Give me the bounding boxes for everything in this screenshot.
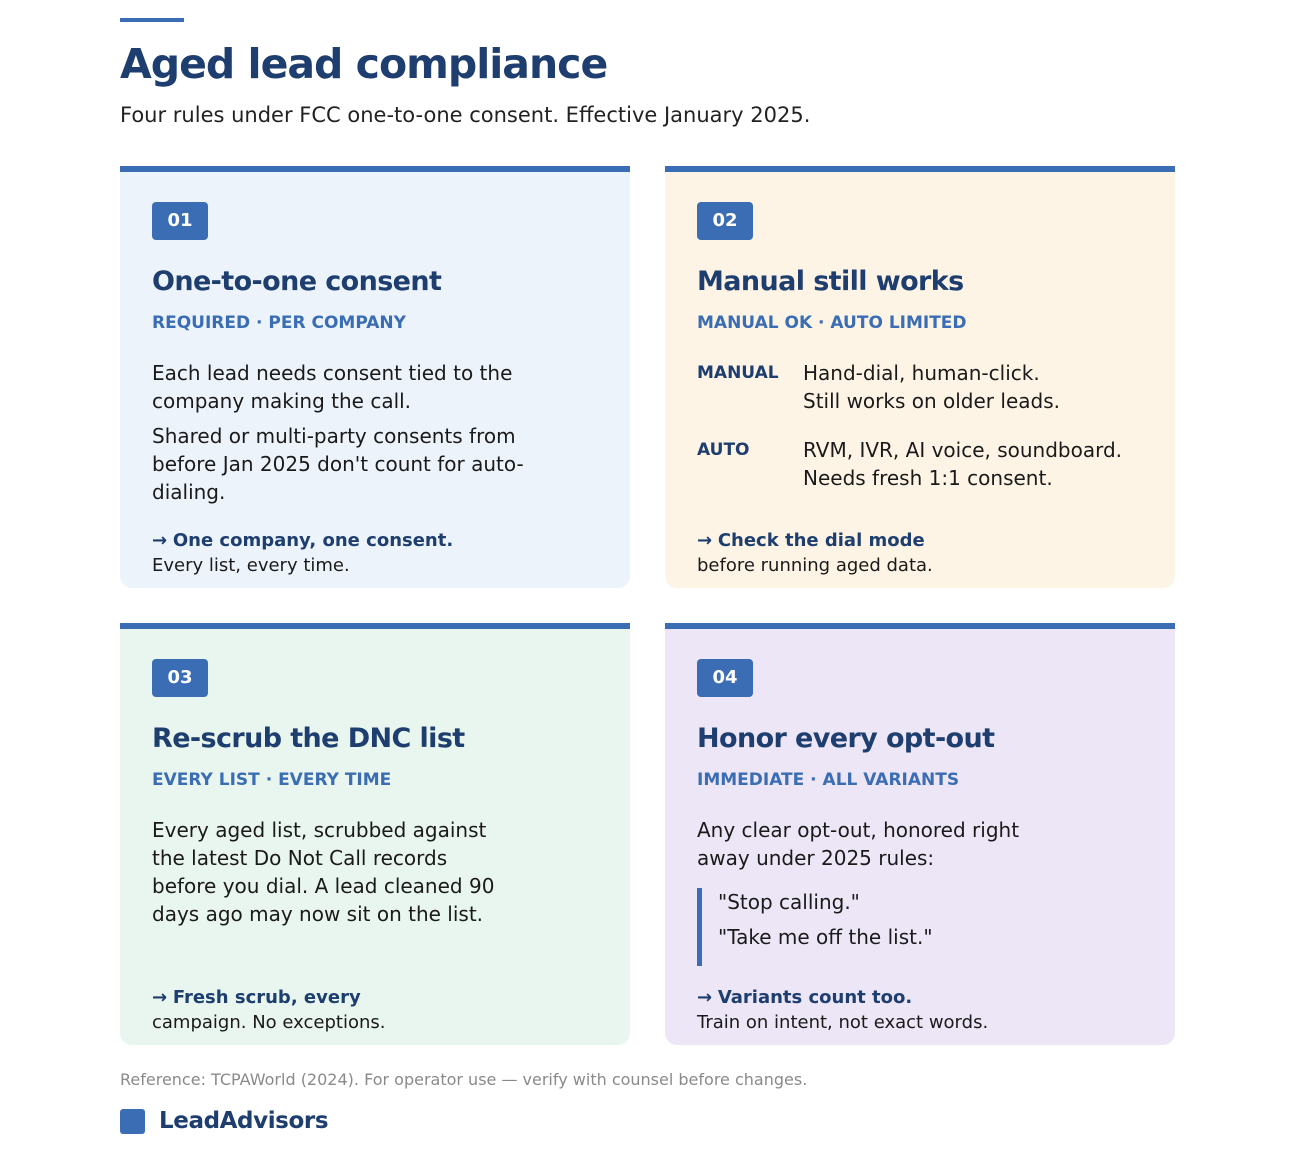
takeaway-text: before running aged data. [697, 555, 933, 576]
rule-number-badge: 01 [152, 202, 208, 240]
arrow-right-icon: → [152, 987, 168, 1008]
opt-out-quote: "Take me off the list." [718, 925, 933, 949]
rule-takeaway: → Fresh scrub, every campaign. No except… [152, 985, 385, 1035]
rule-card-4: 04 Honor every opt-out IMMEDIATE · ALL V… [665, 623, 1175, 1045]
dial-mode-line: Still works on older leads. [803, 389, 1060, 413]
takeaway-text: Train on intent, not exact words. [697, 1012, 989, 1033]
rule-takeaway: → Check the dial mode before running age… [697, 528, 933, 578]
takeaway-text: campaign. No exceptions. [152, 1012, 386, 1033]
opt-out-quote: "Stop calling." [718, 890, 860, 914]
rule-title: One-to-one consent [152, 266, 442, 297]
dial-mode-label: AUTO [697, 440, 750, 460]
rule-title: Honor every opt-out [697, 723, 995, 754]
rule-takeaway: → Variants count too. Train on intent, n… [697, 985, 988, 1035]
rule-number-badge: 02 [697, 202, 753, 240]
rule-tag: MANUAL OK · AUTO LIMITED [697, 313, 967, 333]
rule-paragraph: Any clear opt-out, honored right away un… [697, 818, 1020, 870]
brand-logo-icon [120, 1108, 145, 1134]
takeaway-headline: Fresh scrub, every [172, 987, 361, 1008]
dial-mode-label: MANUAL [697, 363, 779, 383]
dial-mode-row-auto: AUTO RVM, IVR, AI voice, soundboard. Nee… [697, 436, 1143, 492]
dial-mode-description: Hand-dial, human-click. Still works on o… [803, 359, 1060, 415]
rule-card-3: 03 Re-scrub the DNC list EVERY LIST · EV… [120, 623, 630, 1045]
arrow-right-icon: → [152, 530, 168, 551]
dial-mode-line: RVM, IVR, AI voice, soundboard. [803, 438, 1123, 462]
dial-mode-line: Needs fresh 1:1 consent. [803, 466, 1053, 490]
brand-name: LeadAdvisors [159, 1108, 329, 1134]
takeaway-headline: Variants count too. [717, 987, 913, 1008]
rule-paragraph: Each lead needs consent tied to the comp… [152, 361, 513, 413]
opt-out-quotes: "Stop calling." "Take me off the list." [697, 888, 1143, 966]
rule-card-1: 01 One-to-one consent REQUIRED · PER COM… [120, 166, 630, 588]
rule-takeaway: → One company, one consent. Every list, … [152, 528, 453, 578]
dial-mode-row-manual: MANUAL Hand-dial, human-click. Still wor… [697, 359, 1143, 415]
arrow-right-icon: → [697, 987, 713, 1008]
rule-paragraph: Every aged list, scrubbed against the la… [152, 818, 495, 926]
rule-tag: IMMEDIATE · ALL VARIANTS [697, 770, 960, 790]
takeaway-headline: Check the dial mode [717, 530, 925, 551]
rule-card-2: 02 Manual still works MANUAL OK · AUTO L… [665, 166, 1175, 588]
takeaway-text: Every list, every time. [152, 555, 350, 576]
rule-tag: REQUIRED · PER COMPANY [152, 313, 406, 333]
rule-title: Re-scrub the DNC list [152, 723, 465, 754]
page-subtitle: Four rules under FCC one-to-one consent.… [120, 103, 811, 127]
rule-number-badge: 04 [697, 659, 753, 697]
page-title: Aged lead compliance [120, 40, 608, 88]
dial-mode-line: Hand-dial, human-click. [803, 361, 1040, 385]
reference-note: Reference: TCPAWorld (2024). For operato… [120, 1070, 808, 1089]
arrow-right-icon: → [697, 530, 713, 551]
header-accent-bar [120, 18, 184, 22]
brand: LeadAdvisors [120, 1108, 329, 1134]
rule-title: Manual still works [697, 266, 964, 297]
rule-paragraph: Shared or multi-party consents from befo… [152, 424, 524, 504]
dial-mode-description: RVM, IVR, AI voice, soundboard. Needs fr… [803, 436, 1122, 492]
takeaway-headline: One company, one consent. [172, 530, 454, 551]
rule-number-badge: 03 [152, 659, 208, 697]
rule-tag: EVERY LIST · EVERY TIME [152, 770, 392, 790]
